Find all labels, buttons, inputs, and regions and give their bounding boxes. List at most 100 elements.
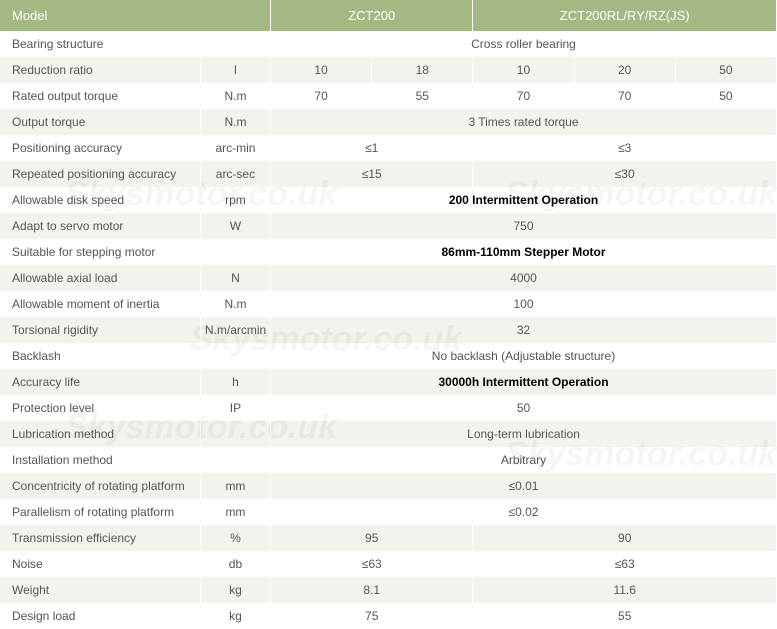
row-value-full: ≤0.02 [271,499,777,525]
row-unit: h [200,369,270,395]
table-row: Weightkg8.111.6 [0,577,777,603]
table-row: Positioning accuracyarc-min≤1≤3 [0,135,777,161]
table-row: Torsional rigidityN.m/arcmin32 [0,317,777,343]
table-row: Rated output torqueN.m7055707050 [0,83,777,109]
row-value-full: No backlash (Adjustable structure) [271,343,777,369]
row-value-full: 50 [271,395,777,421]
row-value-full: 100 [271,291,777,317]
row-unit: mm [200,499,270,525]
row-label: Concentricity of rotating platform [0,473,200,499]
row-value-full: 200 Intermittent Operation [271,187,777,213]
row-label: Adapt to servo motor [0,213,200,239]
table-row: Allowable disk speedrpm200 Intermittent … [0,187,777,213]
row-label: Bearing structure [0,31,200,57]
row-value-cell: 20 [574,57,675,83]
row-unit: kg [200,603,270,629]
row-value-right: 55 [473,603,777,629]
row-value-cell: 70 [574,83,675,109]
row-value-full: 32 [271,317,777,343]
row-label: Weight [0,577,200,603]
table-row: Adapt to servo motorW750 [0,213,777,239]
row-value-right: 11.6 [473,577,777,603]
row-value-full: 4000 [271,265,777,291]
row-value-cell: 70 [473,83,574,109]
row-unit: I [200,57,270,83]
header-zct200: ZCT200 [271,0,473,31]
row-label: Protection level [0,395,200,421]
row-value-left: 75 [271,603,473,629]
row-value-left: ≤1 [271,135,473,161]
row-unit [200,447,270,473]
row-unit: % [200,525,270,551]
table-row: Allowable axial loadN4000 [0,265,777,291]
table-row: Protection levelIP50 [0,395,777,421]
table-row: Accuracy lifeh30000h Intermittent Operat… [0,369,777,395]
row-value-left: ≤15 [271,161,473,187]
row-value-right: ≤63 [473,551,777,577]
row-value-cell: 55 [372,83,473,109]
table-row: Transmission efficiency%9590 [0,525,777,551]
table-row: Lubrication methodLong-term lubrication [0,421,777,447]
table-row: Reduction ratioI1018102050 [0,57,777,83]
row-unit: rpm [200,187,270,213]
row-unit: W [200,213,270,239]
row-unit: N.m [200,109,270,135]
row-label: Repeated positioning accuracy [0,161,200,187]
table-row: Suitable for stepping motor 86mm-110mm St… [0,239,777,265]
table-row: Design loadkg7555 [0,603,777,629]
row-label: Transmission efficiency [0,525,200,551]
table-row: Installation methodArbitrary [0,447,777,473]
row-value-full: Cross roller bearing [271,31,777,57]
row-label: Accuracy life [0,369,200,395]
row-value-cell: 50 [675,57,776,83]
header-zct200rl: ZCT200RL/RY/RZ(JS) [473,0,777,31]
row-label: Suitable for stepping motor [0,239,200,265]
row-value-left: 8.1 [271,577,473,603]
table-row: Bearing structure Cross roller bearing [0,31,777,57]
table-row: Output torqueN.m3 Times rated torque [0,109,777,135]
row-value-full: ≤0.01 [271,473,777,499]
row-value-right: ≤3 [473,135,777,161]
row-value-full: 86mm-110mm Stepper Motor [271,239,777,265]
row-label: Backlash [0,343,200,369]
row-value-left: ≤63 [271,551,473,577]
row-value-full: 30000h Intermittent Operation [271,369,777,395]
row-label: Output torque [0,109,200,135]
table-row: Concentricity of rotating platformmm≤0.0… [0,473,777,499]
row-unit: N [200,265,270,291]
row-unit: db [200,551,270,577]
row-label: Noise [0,551,200,577]
row-value-full: 750 [271,213,777,239]
row-value-right: ≤30 [473,161,777,187]
row-unit: mm [200,473,270,499]
row-unit [200,421,270,447]
table-row: Allowable moment of inertiaN.m100 [0,291,777,317]
row-value-full: 3 Times rated torque [271,109,777,135]
row-unit: N.m [200,83,270,109]
row-unit: kg [200,577,270,603]
table-body: Bearing structure Cross roller bearing Red… [0,31,777,629]
row-unit: N.m/arcmin [200,317,270,343]
row-label: Allowable moment of inertia [0,291,200,317]
row-label: Torsional rigidity [0,317,200,343]
row-label: Allowable axial load [0,265,200,291]
row-value-cell: 70 [271,83,372,109]
row-label: Reduction ratio [0,57,200,83]
row-unit [200,343,270,369]
row-unit: IP [200,395,270,421]
row-value-cell: 10 [473,57,574,83]
row-value-full: Arbitrary [271,447,777,473]
header-model: Model [0,0,271,31]
row-value-right: 90 [473,525,777,551]
row-unit: arc-min [200,135,270,161]
row-label: Allowable disk speed [0,187,200,213]
row-label: Parallelism of rotating platform [0,499,200,525]
row-value-left: 95 [271,525,473,551]
row-label: Design load [0,603,200,629]
table-row: Noisedb≤63≤63 [0,551,777,577]
row-unit: N.m [200,291,270,317]
row-value-cell: 50 [675,83,776,109]
row-value-full: Long-term lubrication [271,421,777,447]
spec-table: Model ZCT200 ZCT200RL/RY/RZ(JS) Bearing … [0,0,777,629]
table-row: Backlash No backlash (Adjustable structur… [0,343,777,369]
